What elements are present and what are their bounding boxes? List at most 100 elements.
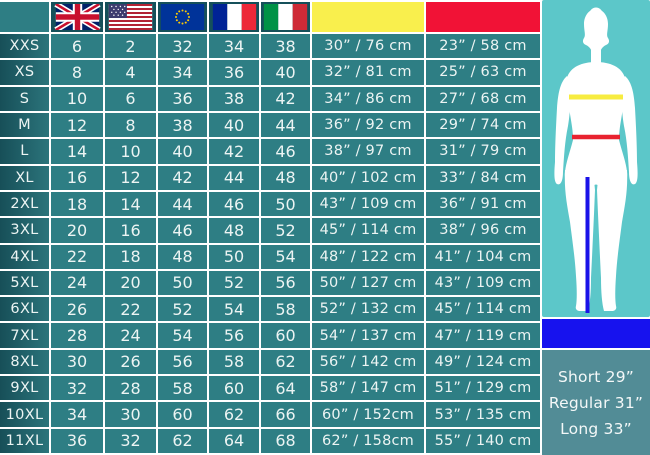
us-size: 14 [105, 191, 156, 217]
it-size: 42 [261, 86, 310, 111]
fr-size: 52 [209, 270, 259, 296]
measurement-guide: Short 29” Regular 31” Long 33” [542, 0, 650, 455]
it-size: 68 [261, 428, 310, 453]
us-size: 10 [105, 139, 156, 164]
waist-measurement: 53” / 135 cm [426, 402, 540, 427]
leg-length-short: Short 29” [557, 367, 635, 386]
it-size: 50 [261, 191, 310, 217]
waist-measurement: 23” / 58 cm [426, 34, 540, 59]
waist-measurement: 25” / 63 cm [426, 60, 540, 85]
eu-size: 58 [158, 376, 207, 401]
bust-measurement: 40” / 102 cm [312, 165, 424, 190]
uk-size: 6 [51, 34, 103, 59]
italy-column-header [261, 2, 310, 32]
inseam-legend-bar [542, 319, 650, 348]
uk-size: 14 [51, 139, 103, 164]
fr-size: 58 [209, 349, 259, 375]
fr-size: 42 [209, 139, 259, 164]
eu-size: 42 [158, 165, 207, 190]
uk-flag-icon [53, 4, 101, 30]
waist-measurement: 33” / 84 cm [426, 165, 540, 190]
bust-measurement: 50” / 127 cm [312, 270, 424, 296]
leg-length-options: Short 29” Regular 31” Long 33” [542, 350, 650, 455]
size-label: 11XL [0, 428, 49, 453]
uk-size: 10 [51, 86, 103, 111]
bust-measurement: 45” / 114 cm [312, 218, 424, 243]
uk-size: 22 [51, 244, 103, 269]
waist-measurement: 47” / 119 cm [426, 323, 540, 348]
size-label: L [0, 139, 49, 164]
eu-column-header [158, 2, 207, 32]
fr-size: 62 [209, 402, 259, 427]
waist-measurement: 38” / 96 cm [426, 218, 540, 243]
size-table: XXS 6 2 32 34 38 30” / 76 cm 23” / 58 cm XS 8 4 34 3… [0, 0, 540, 455]
eu-size: 48 [158, 244, 207, 269]
us-size: 24 [105, 323, 156, 348]
eu-size: 46 [158, 218, 207, 243]
bust-measurement: 52” / 132 cm [312, 297, 424, 322]
us-size: 6 [105, 86, 156, 111]
it-size: 44 [261, 112, 310, 138]
eu-size: 56 [158, 349, 207, 375]
fr-size: 54 [209, 297, 259, 322]
it-size: 48 [261, 165, 310, 190]
waist-measurement: 43” / 109 cm [426, 270, 540, 296]
uk-size: 34 [51, 402, 103, 427]
it-size: 40 [261, 60, 310, 85]
size-label: 6XL [0, 297, 49, 322]
uk-size: 36 [51, 428, 103, 453]
size-label: S [0, 86, 49, 111]
size-label: 9XL [0, 376, 49, 401]
size-label: 8XL [0, 349, 49, 375]
us-size: 18 [105, 244, 156, 269]
size-label: 7XL [0, 323, 49, 348]
female-silhouette-icon [542, 0, 650, 317]
eu-flag-icon [159, 4, 206, 30]
us-size: 20 [105, 270, 156, 296]
waist-measurement: 49” / 124 cm [426, 349, 540, 375]
bust-column-header [312, 2, 424, 32]
it-size: 54 [261, 244, 310, 269]
us-size: 26 [105, 349, 156, 375]
france-column-header [209, 2, 259, 32]
waist-measurement: 27” / 68 cm [426, 86, 540, 111]
waist-measurement: 31” / 79 cm [426, 139, 540, 164]
france-flag-icon [211, 4, 258, 30]
uk-size: 8 [51, 60, 103, 85]
uk-size: 12 [51, 112, 103, 138]
fr-size: 48 [209, 218, 259, 243]
bust-measurement: 32” / 81 cm [312, 60, 424, 85]
eu-size: 52 [158, 297, 207, 322]
bust-measurement: 43” / 109 cm [312, 191, 424, 217]
fr-size: 64 [209, 428, 259, 453]
uk-size: 20 [51, 218, 103, 243]
size-label: XXS [0, 34, 49, 59]
eu-size: 40 [158, 139, 207, 164]
it-size: 62 [261, 349, 310, 375]
eu-size: 32 [158, 34, 207, 59]
us-size: 8 [105, 112, 156, 138]
bust-measurement: 54” / 137 cm [312, 323, 424, 348]
us-size: 16 [105, 218, 156, 243]
fr-size: 34 [209, 34, 259, 59]
size-label: M [0, 112, 49, 138]
bust-measurement: 38” / 97 cm [312, 139, 424, 164]
waist-measurement: 51” / 129 cm [426, 376, 540, 401]
eu-size: 60 [158, 402, 207, 427]
it-size: 52 [261, 218, 310, 243]
uk-size: 30 [51, 349, 103, 375]
bust-measurement: 36” / 92 cm [312, 112, 424, 138]
it-size: 66 [261, 402, 310, 427]
size-label: 10XL [0, 402, 49, 427]
fr-size: 44 [209, 165, 259, 190]
size-label: XS [0, 60, 49, 85]
it-size: 60 [261, 323, 310, 348]
waist-measurement: 45” / 114 cm [426, 297, 540, 322]
waist-measurement: 55” / 140 cm [426, 428, 540, 453]
bust-measurement: 58” / 147 cm [312, 376, 424, 401]
fr-size: 36 [209, 60, 259, 85]
bust-measurement: 48” / 122 cm [312, 244, 424, 269]
uk-size: 16 [51, 165, 103, 190]
uk-size: 24 [51, 270, 103, 296]
us-size: 30 [105, 402, 156, 427]
